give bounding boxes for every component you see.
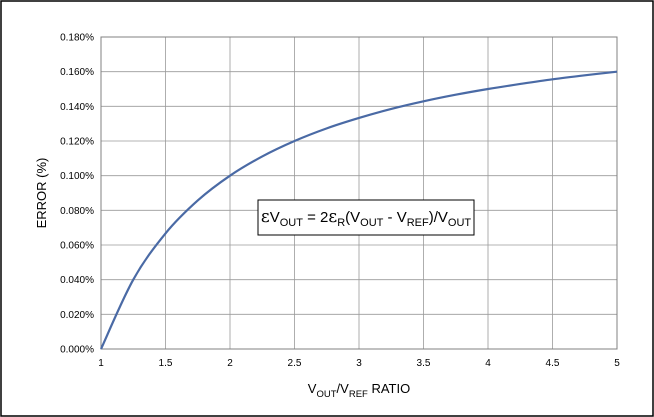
y-tick-label: 0.140% (60, 102, 94, 113)
eq-sub-r: R (337, 217, 345, 229)
x-tick-labels: 1 1.5 2 2.5 3 3.5 4 4.5 5 (98, 358, 620, 369)
x-axis-title-sub-out: OUT (316, 389, 336, 400)
x-tick-label: 3 (356, 358, 362, 369)
equation-box (257, 199, 475, 236)
x-axis-title-slash-v: /V (337, 381, 350, 396)
x-tick-label: 3.5 (417, 358, 431, 369)
y-tick-label: 0.180% (60, 33, 94, 44)
eq-v-1: V (270, 209, 280, 226)
eq-epsilon-2: ε (328, 207, 337, 227)
eq-epsilon-1: ε (261, 207, 270, 227)
y-tick-label: 0.100% (60, 171, 94, 182)
eq-sub-out-1: OUT (280, 217, 304, 229)
series-line-error (100, 70, 618, 350)
x-axis-title: VOUT/VREF RATIO (308, 381, 410, 400)
y-tick-labels: 0.000% 0.020% 0.040% 0.060% 0.080% 0.100% 0.12… (60, 33, 94, 356)
y-tick-label: 0.060% (60, 241, 94, 252)
x-tick-label: 5 (614, 358, 620, 369)
y-tick-label: 0.160% (60, 67, 94, 78)
x-tick-label: 1 (98, 358, 104, 369)
x-axis-title-sub-ref: REF (349, 389, 368, 400)
y-tick-label: 0.040% (60, 275, 94, 286)
y-tick-label: 0.020% (60, 310, 94, 321)
plot-area-border (100, 36, 618, 350)
series-group (100, 70, 618, 350)
y-tick-label: 0.080% (60, 206, 94, 217)
x-tick-label: 4.5 (546, 358, 560, 369)
x-tick-label: 1.5 (159, 358, 173, 369)
eq-sub-ref: REF (407, 217, 429, 229)
eq-minus-v: - V (383, 209, 406, 226)
equation-annotation: εVOUT = 2εR(VOUT - VREF)/VOUT (261, 207, 472, 229)
eq-paren-v: (V (345, 209, 360, 226)
eq-sub-out-2: OUT (360, 217, 384, 229)
eq-equals: = 2 (303, 209, 328, 226)
x-tick-label: 2 (227, 358, 233, 369)
x-tick-label: 2.5 (288, 358, 302, 369)
x-axis-title-v: V (308, 381, 317, 396)
x-tick-label: 4 (485, 358, 491, 369)
eq-sub-out-3: OUT (448, 217, 472, 229)
x-axis-title-ratio: RATIO (368, 381, 410, 396)
y-tick-label: 0.000% (60, 345, 94, 356)
y-axis-title: ERROR (%) (34, 158, 49, 229)
eq-close-slash-v: )/V (429, 209, 448, 226)
y-tick-label: 0.120% (60, 137, 94, 148)
